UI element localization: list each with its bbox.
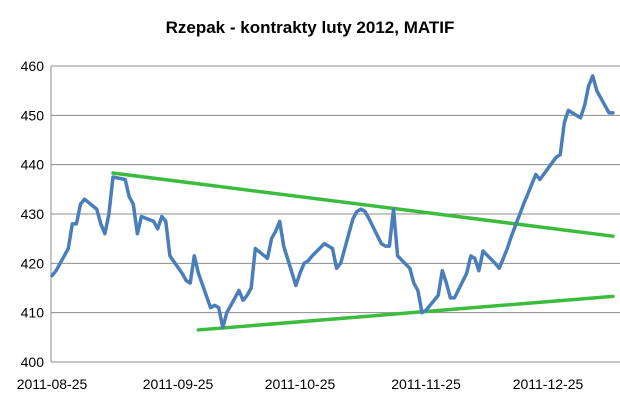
chart-title: Rzepak - kontrakty luty 2012, MATIF	[165, 18, 455, 37]
y-tick-label-430: 430	[21, 206, 45, 222]
y-tick-label-440: 440	[21, 157, 45, 173]
y-tick-label-420: 420	[21, 255, 45, 271]
series-line-1	[50, 74, 615, 330]
y-tick-label-400: 400	[21, 354, 45, 370]
x-tick-label-2011-10-25: 2011-10-25	[265, 376, 336, 392]
x-tick-label-2011-09-25: 2011-09-25	[143, 376, 214, 392]
trendline-2	[196, 294, 615, 332]
y-tick-label-450: 450	[21, 107, 45, 123]
trendline-1	[111, 171, 615, 238]
y-tick-label-410: 410	[21, 305, 45, 321]
x-tick-label-2011-08-25: 2011-08-25	[17, 376, 88, 392]
x-tick-label-2011-12-25: 2011-12-25	[513, 376, 584, 392]
y-tick-label-460: 460	[21, 58, 45, 74]
x-tick-label-2011-11-25: 2011-11-25	[391, 376, 461, 392]
